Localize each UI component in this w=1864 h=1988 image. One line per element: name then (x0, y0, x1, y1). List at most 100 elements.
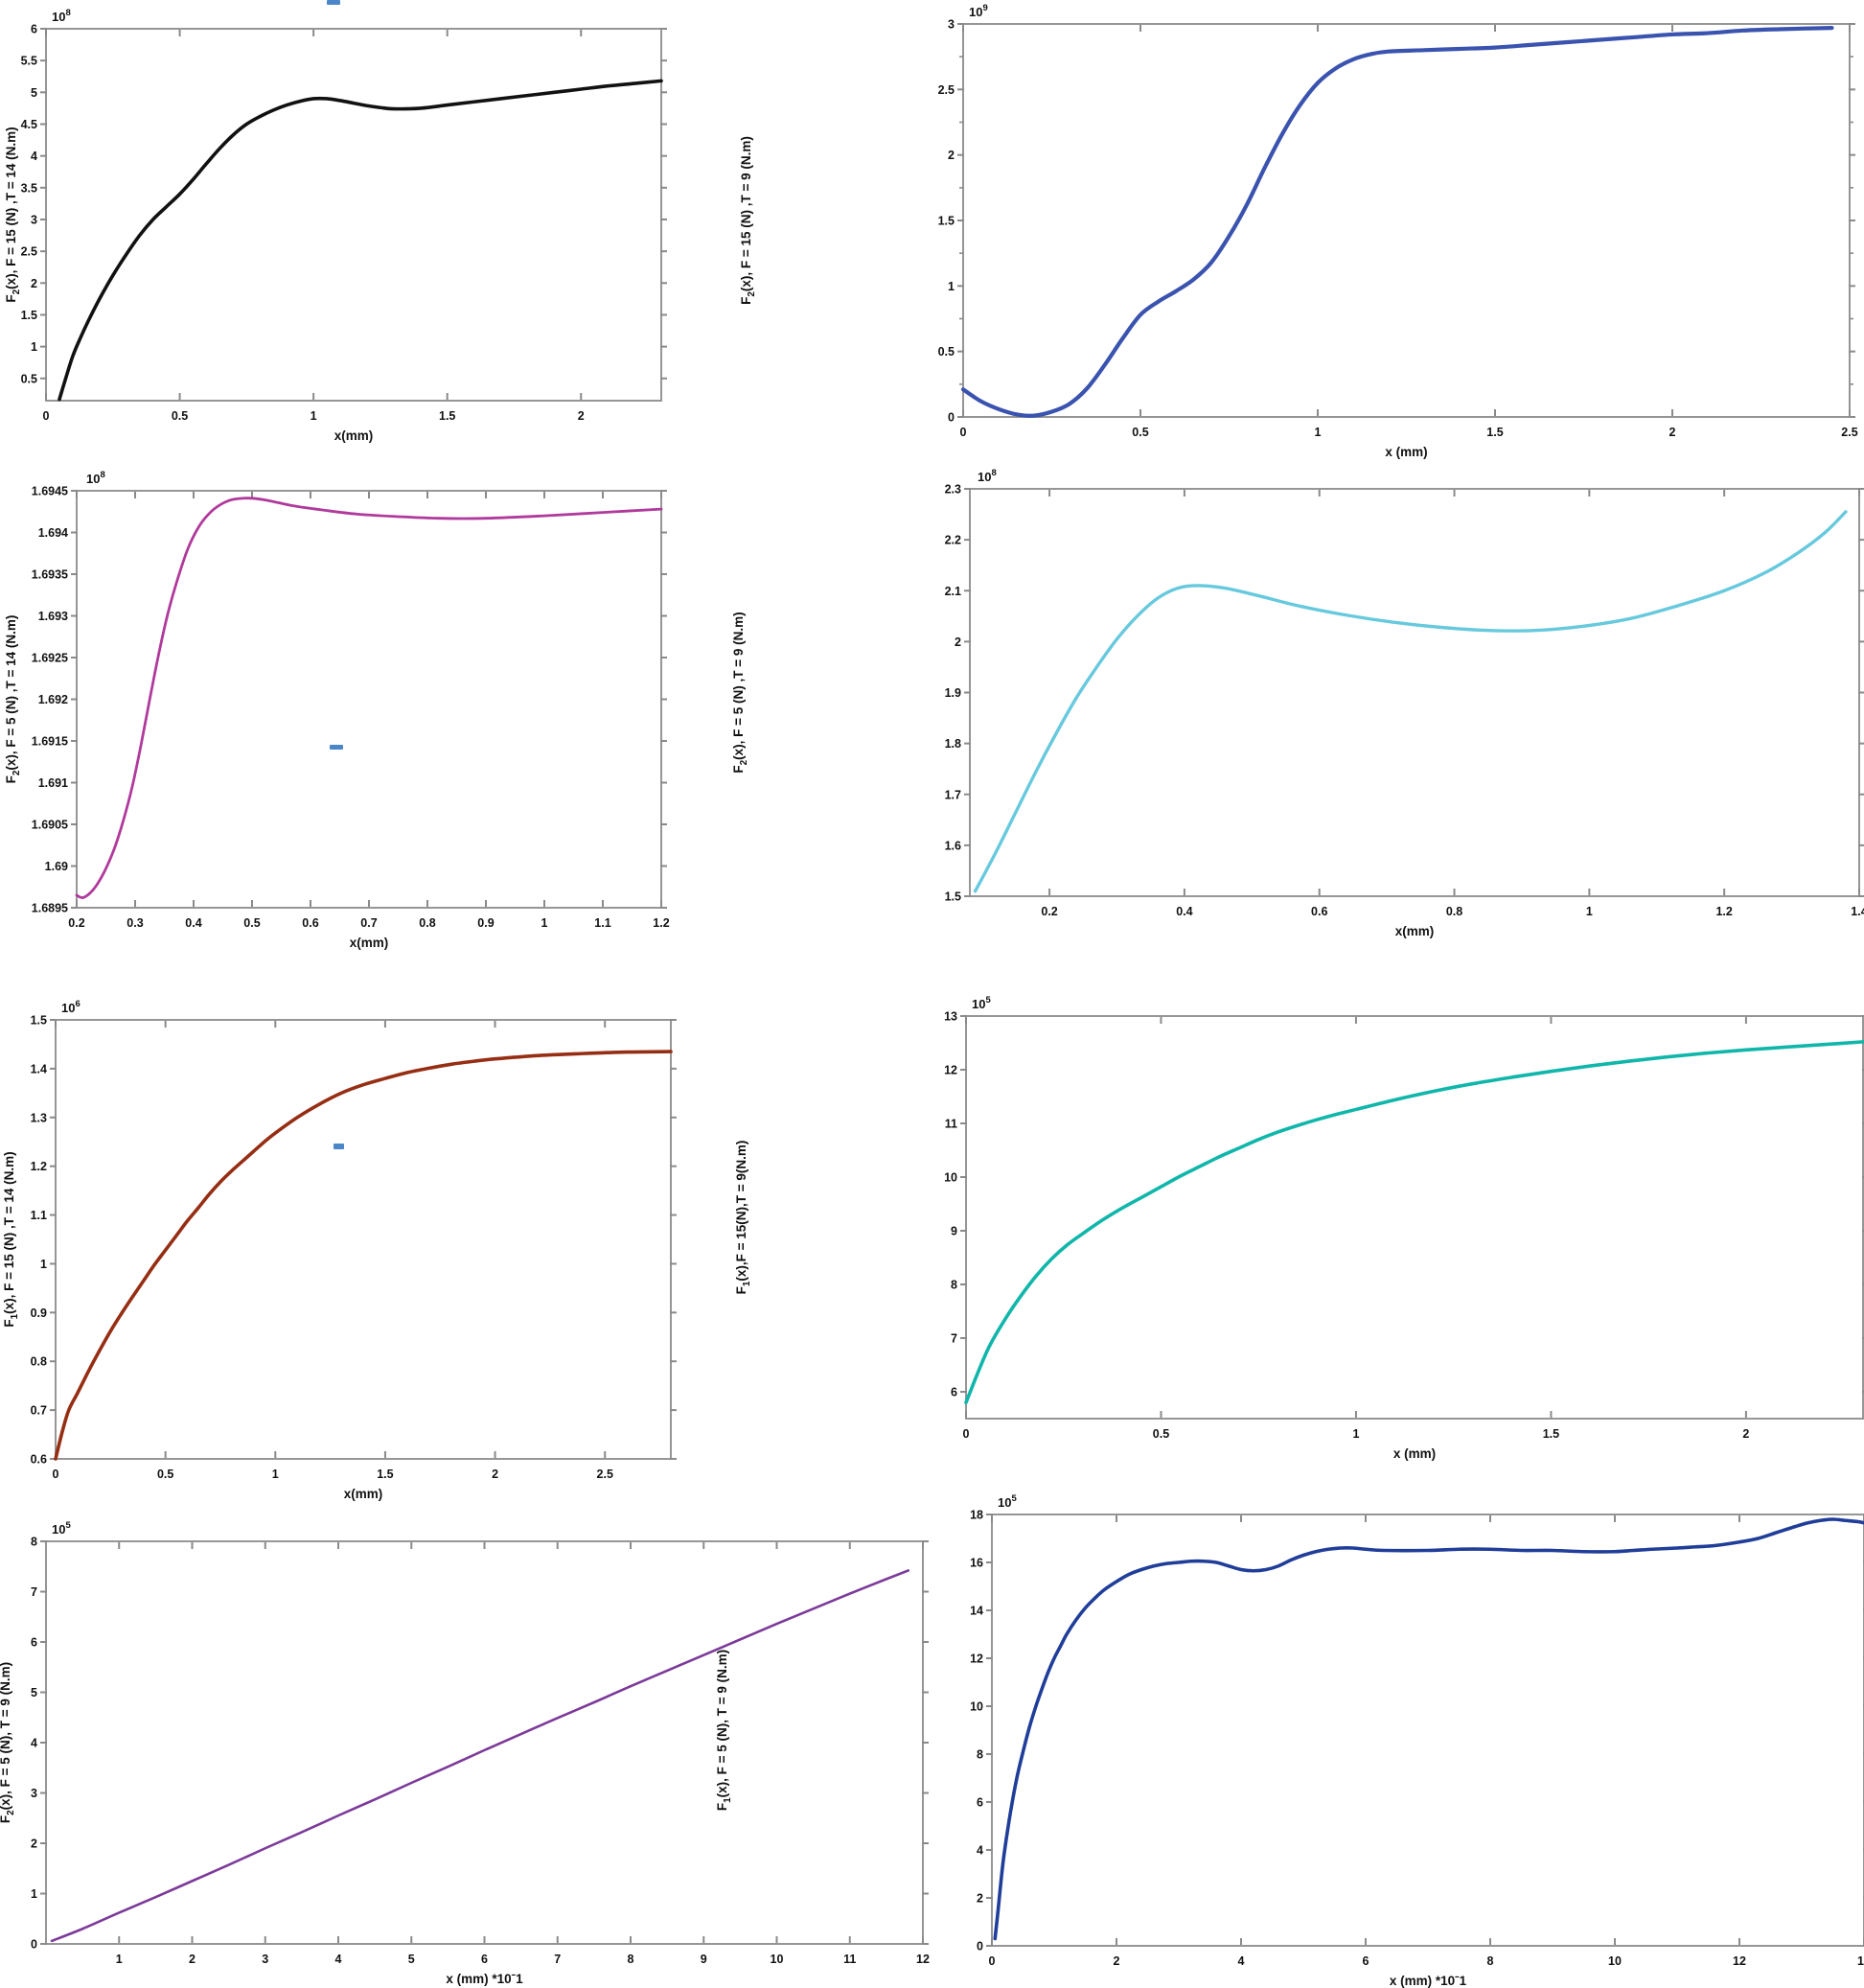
x-tick-label: 2.5 (597, 1468, 613, 1481)
x-tick-label: 10 (1608, 1954, 1622, 1968)
y-tick-label: 16 (970, 1557, 983, 1570)
y-tick-label: 1.8 (945, 737, 961, 751)
x-tick-label: 2.5 (1841, 426, 1857, 439)
y-axis-exponent: 108 (86, 470, 105, 486)
y-axis-label: F2(x), F = 5 (N), T = 9 (N.m) (0, 1662, 16, 1823)
x-tick-label: 1 (116, 1953, 123, 1966)
x-tick-label: 5 (408, 1953, 415, 1966)
x-tick-label: 0.2 (68, 916, 84, 930)
data-curve (960, 26, 1834, 418)
data-curve (58, 79, 663, 402)
data-curve (75, 497, 663, 899)
x-tick-label: 0.3 (127, 916, 143, 930)
y-tick-label: 1.3 (31, 1111, 47, 1124)
y-tick-label: 1.691 (38, 776, 68, 790)
y-tick-label: 5 (31, 86, 37, 100)
y-tick-label: 1.5 (21, 309, 37, 322)
y-tick-label: 8 (977, 1748, 983, 1762)
x-tick-label: 4 (335, 1953, 342, 1966)
x-tick-label: 12 (1733, 1954, 1746, 1968)
y-tick-label: 6 (951, 1386, 957, 1399)
plot-f2-F15-T9: 0 0.5 1 1.5 2 2.5 0 0.5 1 1.5 2 2.5 3 109 x (mm) F2(x),… (739, 3, 1858, 459)
y-tick-label: 14 (970, 1605, 983, 1618)
y-tick-label: 0 (948, 411, 955, 425)
y-tick-label: 9 (951, 1225, 957, 1238)
x-tick-label: 0.6 (1311, 905, 1327, 918)
y-axis-label: F1(x), F = 5 (N), T = 9 (N.m) (715, 1650, 733, 1811)
y-tick-label: 0 (977, 1940, 983, 1953)
x-tick-label: 0.9 (477, 916, 494, 930)
y-tick-label: 1.693 (38, 610, 68, 623)
y-tick-label: 12 (944, 1064, 957, 1077)
x-axis-label: x(mm) (350, 936, 389, 950)
y-tick-label: 1.5 (945, 890, 961, 904)
axes-box (45, 1540, 924, 1945)
y-tick-label: 2 (948, 149, 955, 162)
y-tick-label: 1.6945 (32, 485, 68, 498)
y-axis-exponent: 105 (52, 1520, 71, 1537)
y-tick-label: 1.6915 (32, 735, 68, 749)
y-tick-label: 0.8 (31, 1355, 47, 1369)
y-tick-label: 6 (977, 1796, 983, 1810)
stray-mark (334, 1144, 344, 1149)
y-axis-exponent: 106 (61, 999, 81, 1015)
y-tick-label: 2 (31, 277, 37, 290)
y-axis-label: F1(x), F = 15 (N) ,T = 14 (N.m) (2, 1151, 20, 1327)
y-axis-label: F2(x), F = 5 (N) ,T = 14 (N.m) (4, 615, 22, 784)
axes-box (962, 23, 1851, 418)
x-tick-label: 0 (53, 1468, 59, 1481)
y-tick-label: 7 (951, 1332, 957, 1346)
y-tick-label: 1.2 (31, 1160, 47, 1173)
x-axis-label: x (mm) *10ˉ1 (446, 1972, 523, 1986)
y-tick-label: 3.5 (21, 181, 37, 195)
plot-f2-F15-T14: 0 0.5 1 1.5 2 0.5 1 1.5 2 2.5 3 3.5 4 4.5 5 5.5 6 108 x(mm… (4, 8, 667, 443)
y-tick-label: 2.5 (21, 245, 37, 259)
plot-f2-F5-T9: 0.2 0.4 0.6 0.8 1 1.2 1.4 1.5 1.6 1.7 1.8 1.9 2 2.1 2.… (731, 468, 1864, 938)
x-tick-label: 1.5 (439, 409, 455, 423)
y-tick-label: 0 (31, 1938, 37, 1952)
x-tick-label: 0.5 (1132, 426, 1148, 439)
x-tick-label: 1.5 (1486, 426, 1503, 439)
x-tick-label: 11 (843, 1953, 856, 1966)
axes-box (76, 490, 662, 909)
y-tick-label: 8 (951, 1279, 957, 1292)
y-tick-label: 5 (31, 1686, 37, 1699)
y-tick-label: 2.3 (945, 483, 961, 497)
y-tick-label: 0.5 (938, 345, 955, 358)
y-axis-exponent: 108 (978, 468, 997, 484)
y-tick-label: 1.69 (45, 860, 68, 873)
y-tick-label: 1 (31, 340, 37, 354)
x-tick-label: 2 (578, 409, 585, 423)
axes-box (965, 1015, 1864, 1420)
y-tick-label: 1.4 (31, 1062, 47, 1075)
x-tick-label: 1 (1352, 1427, 1359, 1441)
x-tick-label: 0.4 (1176, 905, 1192, 918)
x-tick-label: 0 (43, 409, 50, 423)
y-tick-label: 1.6895 (32, 902, 68, 915)
y-tick-label: 1.692 (38, 693, 68, 706)
x-tick-label: 0.5 (243, 916, 260, 930)
x-tick-label: 12 (916, 1953, 930, 1966)
x-tick-label: 8 (628, 1953, 634, 1966)
y-tick-label: 6 (31, 23, 37, 36)
y-tick-label: 4.5 (21, 118, 37, 131)
x-tick-label: 1 (311, 409, 317, 423)
x-tick-label: 2 (1742, 1427, 1749, 1441)
data-curve (964, 1040, 1864, 1404)
y-tick-label: 0.9 (31, 1306, 47, 1320)
y-tick-label: 0.5 (21, 372, 37, 385)
y-tick-label: 3 (948, 18, 955, 32)
y-tick-label: 1.6925 (32, 652, 68, 665)
y-tick-label: 7 (31, 1585, 37, 1599)
y-tick-label: 1 (948, 280, 955, 293)
y-tick-label: 1.6935 (32, 568, 68, 582)
y-axis-exponent: 109 (969, 3, 988, 19)
plot-f1-F15-T9: 0 0.5 1 1.5 2 6 7 8 9 10 11 12 13 105 x (mm) F1(x),F = … (734, 995, 1864, 1461)
y-tick-label: 1.9 (945, 686, 961, 700)
y-tick-label: 2 (31, 1838, 37, 1851)
axes-box (55, 1019, 672, 1460)
x-tick-label: 4 (1238, 1954, 1245, 1968)
x-tick-label: 2 (1669, 426, 1676, 439)
